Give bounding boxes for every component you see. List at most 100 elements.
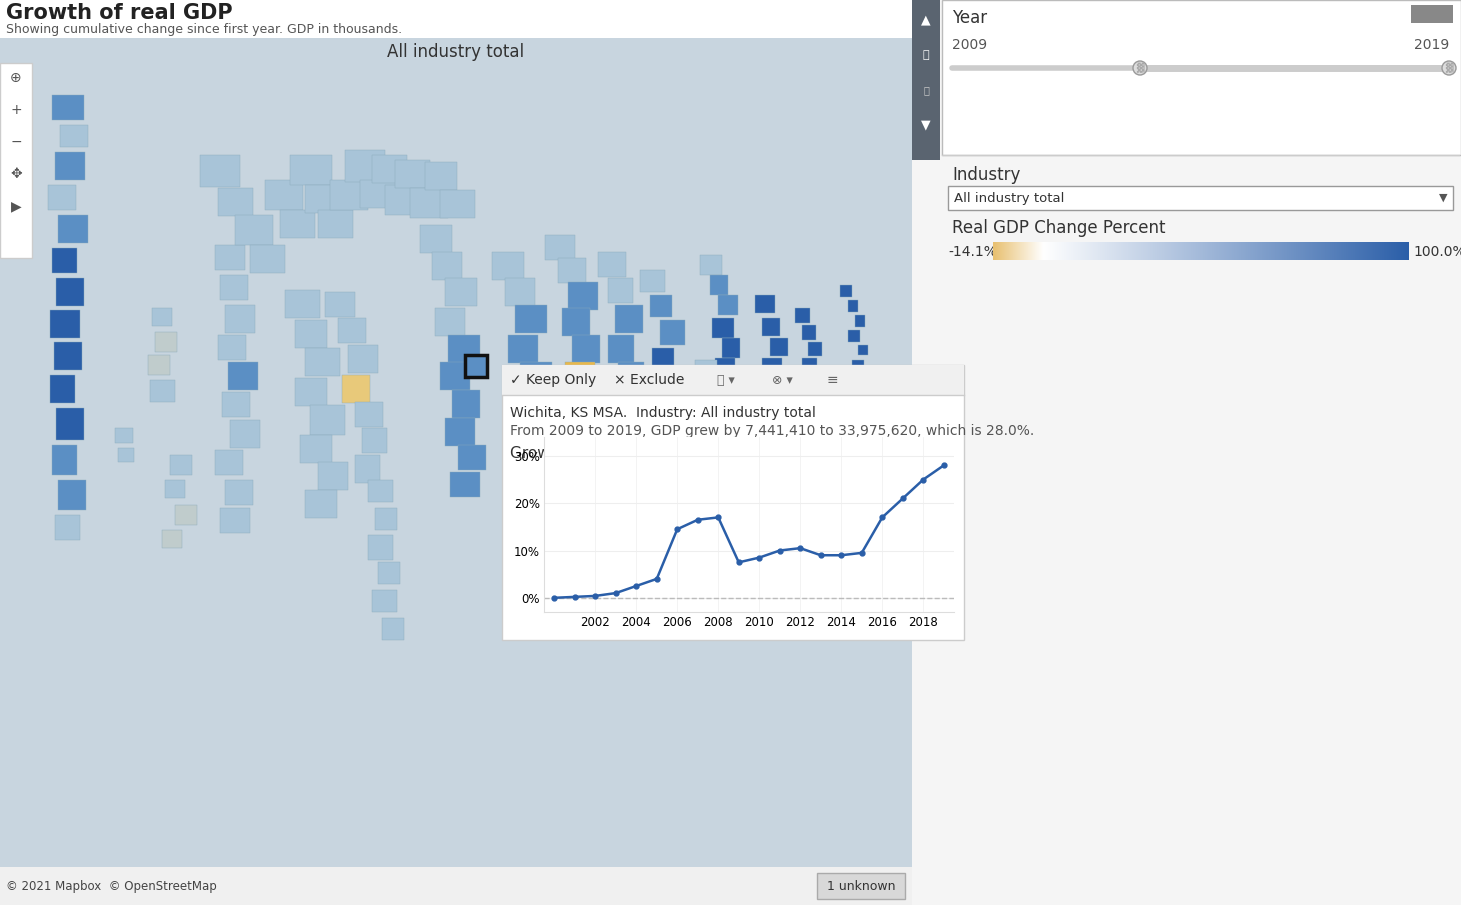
Bar bbox=[218, 335, 245, 360]
Bar bbox=[446, 278, 476, 306]
Bar bbox=[717, 398, 738, 416]
Bar bbox=[362, 428, 387, 453]
Bar bbox=[524, 418, 554, 446]
Bar bbox=[345, 150, 386, 182]
Bar bbox=[722, 338, 741, 358]
Bar bbox=[650, 295, 672, 317]
Text: 2009: 2009 bbox=[953, 38, 988, 52]
Bar bbox=[662, 375, 684, 400]
Bar bbox=[295, 378, 327, 406]
Bar bbox=[573, 335, 600, 363]
Bar bbox=[50, 375, 75, 403]
Text: Wichita, KS MSA.  Industry: All industry total: Wichita, KS MSA. Industry: All industry … bbox=[510, 406, 815, 420]
Bar bbox=[710, 275, 728, 295]
Bar bbox=[818, 475, 830, 487]
Bar bbox=[440, 362, 470, 390]
Bar bbox=[118, 448, 134, 462]
Bar bbox=[855, 315, 865, 327]
Bar bbox=[823, 458, 831, 470]
Bar bbox=[222, 392, 250, 417]
Bar bbox=[730, 518, 747, 536]
Bar bbox=[165, 480, 186, 498]
Bar bbox=[503, 365, 964, 395]
Bar bbox=[355, 455, 380, 483]
Bar bbox=[465, 355, 487, 377]
Bar bbox=[359, 180, 397, 208]
Bar bbox=[706, 382, 725, 402]
Bar bbox=[665, 428, 687, 450]
Bar bbox=[622, 418, 647, 446]
Bar bbox=[640, 270, 665, 292]
Bar bbox=[355, 402, 383, 427]
Bar bbox=[668, 480, 690, 502]
Bar bbox=[812, 408, 825, 420]
Bar bbox=[562, 308, 590, 336]
Bar bbox=[289, 155, 332, 185]
Text: ✓ Keep Only: ✓ Keep Only bbox=[510, 373, 596, 387]
Bar bbox=[717, 295, 738, 315]
Bar bbox=[618, 362, 644, 390]
Bar bbox=[545, 235, 576, 260]
Bar bbox=[511, 392, 542, 420]
Bar bbox=[221, 275, 248, 300]
Bar bbox=[825, 492, 836, 502]
Bar bbox=[852, 360, 863, 370]
Bar bbox=[285, 290, 320, 318]
Bar bbox=[53, 248, 77, 273]
Bar bbox=[514, 305, 546, 333]
Bar bbox=[722, 438, 741, 456]
Bar bbox=[748, 598, 766, 616]
Bar bbox=[215, 450, 243, 475]
Bar bbox=[802, 325, 817, 340]
Bar bbox=[752, 620, 767, 638]
Bar bbox=[56, 408, 83, 440]
Bar bbox=[58, 215, 88, 243]
Bar bbox=[771, 378, 790, 396]
Bar bbox=[795, 308, 809, 323]
Bar bbox=[714, 448, 735, 468]
Bar bbox=[763, 318, 780, 336]
Text: Real GDP Change Percent: Real GDP Change Percent bbox=[953, 219, 1166, 237]
Bar bbox=[712, 515, 732, 533]
Bar bbox=[712, 318, 733, 338]
Bar bbox=[726, 478, 744, 496]
Bar bbox=[774, 418, 790, 436]
Bar bbox=[568, 422, 596, 447]
Bar bbox=[169, 455, 191, 475]
Bar bbox=[310, 405, 345, 435]
Bar bbox=[770, 338, 787, 356]
Bar bbox=[373, 155, 408, 183]
Bar bbox=[865, 405, 875, 415]
Circle shape bbox=[1132, 61, 1147, 75]
Text: Growth of real GDP: Growth of real GDP bbox=[6, 3, 232, 23]
Bar bbox=[295, 320, 327, 348]
Bar bbox=[53, 95, 83, 120]
Bar bbox=[657, 455, 682, 477]
Bar bbox=[768, 438, 786, 454]
Bar bbox=[305, 185, 343, 213]
Bar bbox=[858, 418, 869, 428]
Bar bbox=[802, 358, 817, 372]
Text: ꜀: ꜀ bbox=[923, 50, 929, 60]
Bar bbox=[709, 470, 730, 490]
Bar bbox=[742, 578, 760, 598]
Bar bbox=[527, 478, 557, 503]
Text: ≡: ≡ bbox=[827, 373, 839, 387]
Bar bbox=[58, 480, 86, 510]
Text: Year: Year bbox=[953, 9, 988, 27]
Text: © 2021 Mapbox  © OpenStreetMap: © 2021 Mapbox © OpenStreetMap bbox=[6, 880, 216, 892]
Bar bbox=[717, 492, 736, 512]
Bar bbox=[0, 38, 912, 905]
Bar bbox=[868, 432, 878, 442]
Bar bbox=[155, 332, 177, 352]
Bar bbox=[449, 335, 481, 363]
Bar bbox=[858, 345, 868, 355]
Bar bbox=[755, 295, 774, 313]
Text: ✥: ✥ bbox=[10, 167, 22, 181]
Bar bbox=[573, 478, 600, 503]
Bar bbox=[264, 180, 302, 210]
Bar bbox=[162, 530, 183, 548]
Text: Showing cumulative change since first year. GDP in thousands.: Showing cumulative change since first ye… bbox=[6, 23, 402, 35]
Text: 100.0%: 100.0% bbox=[1413, 245, 1461, 259]
Bar bbox=[225, 305, 256, 333]
